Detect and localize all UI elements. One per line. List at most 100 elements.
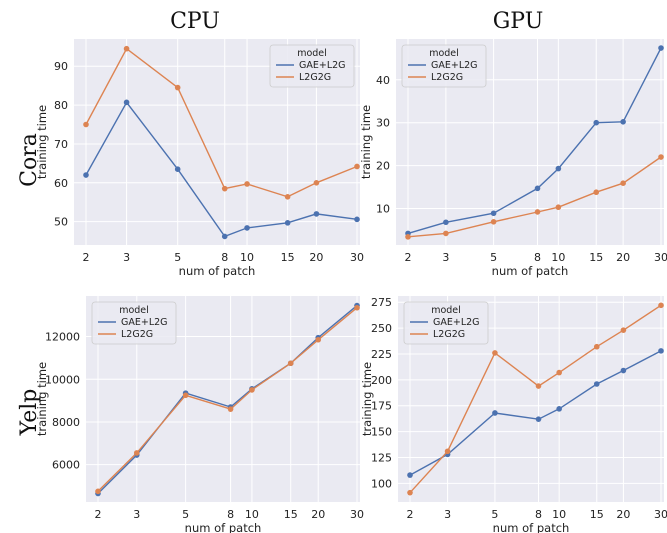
data-point-gae-l2g xyxy=(244,225,250,231)
data-point-gae-l2g xyxy=(123,99,130,106)
y-tick-label: 6000 xyxy=(52,459,80,472)
x-tick-label: 30 xyxy=(654,508,667,521)
y-tick-label: 150 xyxy=(371,426,392,439)
data-point-l2g2g xyxy=(443,230,449,237)
data-point-l2g2g xyxy=(492,350,498,356)
x-axis-label: num of patch xyxy=(493,521,570,533)
x-tick-label: 10 xyxy=(240,251,254,264)
series-line-gae-l2g xyxy=(407,47,662,235)
x-tick-label: 30 xyxy=(350,508,364,521)
y-tick-label: 100 xyxy=(371,477,392,490)
row-title-cora: Cora xyxy=(17,133,42,187)
data-point-gae-l2g xyxy=(407,472,413,478)
x-tick-label: 15 xyxy=(281,251,295,264)
data-point-l2g2g xyxy=(83,121,89,128)
y-tick-label: 225 xyxy=(371,348,392,361)
chart-panels: 2 3 5 8 10 15 20 30 50 60 70 80 90 num of patch traini… xyxy=(35,39,667,533)
y-tick-label: 12000 xyxy=(45,331,80,344)
x-tick-label: 10 xyxy=(245,508,259,521)
x-tick-label: 2 xyxy=(83,251,90,264)
y-tick-label: 125 xyxy=(371,451,392,464)
x-tick-label: 3 xyxy=(444,508,451,521)
x-tick-label: 5 xyxy=(182,508,189,521)
x-tick-label: 2 xyxy=(95,508,102,521)
x-tick-label: 8 xyxy=(535,508,542,521)
x-tick-label: 8 xyxy=(227,508,234,521)
y-tick-label: 200 xyxy=(371,374,392,387)
legend-entry: L2G2G xyxy=(433,329,465,340)
column-title-cpu: CPU xyxy=(170,9,220,34)
data-point-gae-l2g xyxy=(492,410,498,416)
y-tick-label: 60 xyxy=(54,177,68,190)
y-tick-label: 50 xyxy=(54,216,68,229)
y-axis-label: training time xyxy=(35,105,49,179)
data-point-l2g2g xyxy=(123,45,130,52)
chart-yelp-cpu: 2 3 5 8 10 15 20 30 6000 8000 10000 12000 num of pat… xyxy=(35,296,364,533)
data-point-gae-l2g xyxy=(534,185,541,192)
chart-cora-gpu: 2 3 5 8 10 15 20 30 10 20 30 40 num of patch training… xyxy=(359,39,667,278)
x-tick-label: 15 xyxy=(589,251,603,264)
data-point-l2g2g xyxy=(95,488,101,495)
column-title-gpu: GPU xyxy=(493,9,544,34)
y-tick-label: 80 xyxy=(54,99,68,112)
row-title-yelp: Yelp xyxy=(17,389,42,437)
y-tick-label: 30 xyxy=(376,117,390,130)
series-layer xyxy=(407,302,664,496)
x-axis-label: num of patch xyxy=(492,264,569,278)
series-line-gae-l2g xyxy=(97,305,358,494)
x-tick-label: 5 xyxy=(491,508,498,521)
data-point-l2g2g xyxy=(658,302,664,309)
data-point-gae-l2g xyxy=(556,406,562,412)
data-point-l2g2g xyxy=(556,369,562,376)
x-tick-label: 15 xyxy=(590,508,604,521)
series-layer xyxy=(405,45,664,240)
data-point-l2g2g xyxy=(221,185,228,192)
y-tick-label: 8000 xyxy=(52,416,80,429)
y-tick-label: 90 xyxy=(54,60,68,73)
legend-entry: L2G2G xyxy=(299,72,331,83)
series-layer xyxy=(83,45,360,240)
data-point-l2g2g xyxy=(405,234,411,240)
data-point-gae-l2g xyxy=(221,233,228,240)
y-tick-label: 10 xyxy=(376,203,390,216)
y-axis-label: training time xyxy=(360,362,374,436)
series-line-gae-l2g xyxy=(85,101,358,238)
data-point-l2g2g xyxy=(174,84,181,91)
data-point-l2g2g xyxy=(354,163,360,170)
data-point-gae-l2g xyxy=(83,172,89,178)
legend-entry: L2G2G xyxy=(431,72,463,83)
chart-cora-cpu: 2 3 5 8 10 15 20 30 50 60 70 80 90 num of patch traini… xyxy=(35,39,364,278)
data-point-gae-l2g xyxy=(593,119,600,126)
data-point-gae-l2g xyxy=(284,220,291,226)
series-line-l2g2g xyxy=(407,156,662,238)
x-tick-label: 30 xyxy=(350,251,364,264)
data-point-l2g2g xyxy=(620,180,626,186)
data-point-gae-l2g xyxy=(535,416,542,422)
data-point-l2g2g xyxy=(535,383,542,389)
legend-entry: GAE+L2G xyxy=(433,317,480,328)
data-point-l2g2g xyxy=(444,448,451,455)
x-tick-label: 30 xyxy=(654,251,667,264)
legend-title: model xyxy=(119,305,149,316)
data-point-l2g2g xyxy=(227,406,234,412)
x-tick-label: 20 xyxy=(616,508,630,521)
legend-title: model xyxy=(429,48,459,59)
legend-title: model xyxy=(431,305,461,316)
data-point-gae-l2g xyxy=(555,165,562,172)
x-tick-label: 20 xyxy=(309,251,323,264)
chart-yelp-gpu: 2 3 5 8 10 15 20 30 100 125 150 175 200 225 250 275 num … xyxy=(360,296,667,533)
series-line-l2g2g xyxy=(85,47,358,198)
y-tick-label: 175 xyxy=(371,400,392,413)
x-tick-label: 2 xyxy=(405,251,412,264)
data-point-l2g2g xyxy=(407,489,413,496)
data-point-gae-l2g xyxy=(593,381,600,387)
data-point-l2g2g xyxy=(534,209,541,215)
legend-title: model xyxy=(297,48,327,59)
x-tick-label: 5 xyxy=(490,251,497,264)
y-tick-label: 20 xyxy=(376,160,390,173)
x-tick-label: 20 xyxy=(311,508,325,521)
